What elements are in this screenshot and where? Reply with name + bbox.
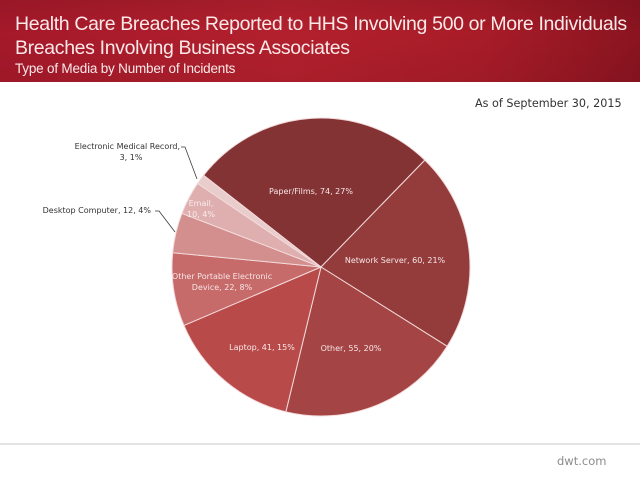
header-shade	[0, 0, 640, 82]
label-network-server: Network Server, 60, 21%	[345, 256, 446, 265]
pie-slice-paper-films	[202, 117, 426, 268]
label-other-portable-line2: Device, 22, 8%	[192, 283, 253, 292]
footer-divider	[0, 443, 640, 445]
label-emr-line1: Electronic Medical Record,	[75, 142, 180, 151]
pie-slice-electronic-medical-record	[196, 174, 322, 268]
label-email-line1: Email,	[189, 199, 214, 208]
label-other: Other, 55, 20%	[321, 344, 382, 353]
page-subtitle: Breaches Involving Business Associates	[15, 37, 350, 59]
page-title: Health Care Breaches Reported to HHS Inv…	[15, 13, 627, 35]
label-desktop-computer: Desktop Computer, 12, 4%	[43, 206, 152, 215]
chart-caption: Type of Media by Number of Incidents	[15, 61, 236, 76]
footer-site: dwt.com	[557, 454, 607, 468]
leader-lines	[155, 146, 198, 233]
label-laptop: Laptop, 41, 15%	[229, 343, 295, 352]
pie-slices	[171, 117, 471, 417]
label-emr-line2: 3, 1%	[120, 153, 143, 162]
slice-labels: Paper/Films, 74, 27% Network Server, 60,…	[43, 142, 446, 353]
pie-slice-other	[285, 266, 448, 417]
header-banner: Health Care Breaches Reported to HHS Inv…	[0, 0, 640, 82]
pie-slice-laptop	[183, 266, 322, 413]
label-email-line2: 10, 4%	[187, 210, 215, 219]
pie-slice-network-server	[320, 159, 471, 347]
leader-line-desktop	[155, 210, 176, 233]
leader-line-emr	[181, 146, 198, 180]
label-other-portable-line1: Other Portable Electronic	[172, 272, 272, 281]
label-paper-films: Paper/Films, 74, 27%	[269, 187, 353, 196]
as-of-date: As of September 30, 2015	[475, 97, 622, 110]
